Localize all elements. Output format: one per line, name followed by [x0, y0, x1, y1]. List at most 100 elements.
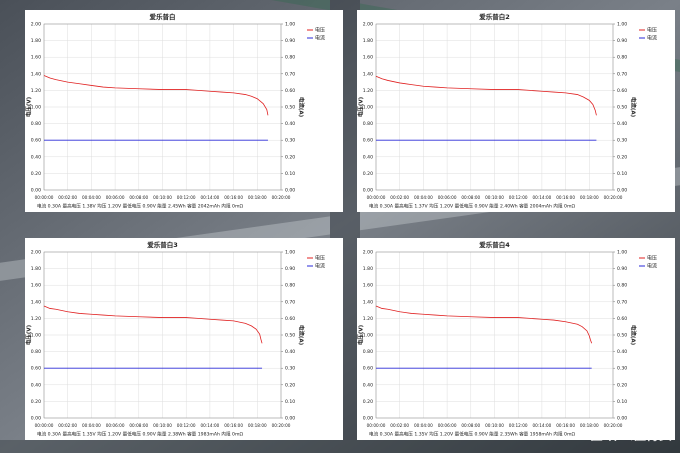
x-tick-label: 00:14:00 [200, 195, 219, 200]
panel-background [25, 10, 343, 212]
x-tick-label: 00:00:00 [367, 423, 386, 428]
x-tick-label: 00:20:00 [604, 423, 623, 428]
y2-tick-label: 0.10 [617, 171, 627, 177]
y-tick-label: 0.80 [363, 349, 373, 355]
y2-tick-label: 0.50 [285, 105, 295, 111]
plot-frame [375, 23, 614, 191]
y-tick-label: 1.20 [363, 316, 373, 322]
x-tick-label: 00:10:00 [153, 423, 172, 428]
series-line [43, 75, 269, 116]
x-tick-label: 00:04:00 [82, 423, 101, 428]
legend-label: 电压 [647, 27, 657, 34]
y2-tick-label: 0.20 [617, 154, 627, 160]
x-tick-label: 00:06:00 [106, 423, 125, 428]
x-tick-label: 00:14:00 [200, 423, 219, 428]
y-tick-label: 1.60 [31, 55, 41, 61]
x-tick-label: 00:00:00 [35, 423, 54, 428]
y-tick-label: 1.40 [31, 71, 41, 77]
y2-tick-label: 0.90 [617, 38, 627, 44]
x-tick-label: 00:18:00 [248, 423, 267, 428]
footer-stats: 电流 0.30A 最高电压 1.37V 均压 1.20V 最低电压 0.90V … [369, 203, 575, 210]
legend-label: 电流 [647, 35, 657, 42]
x-tick-label: 00:06:00 [438, 195, 457, 200]
y2-tick-label: 0.80 [285, 283, 295, 289]
y-tick-label: 0.80 [363, 121, 373, 127]
x-tick-label: 00:16:00 [556, 195, 575, 200]
y2-tick-label: 0.50 [285, 333, 295, 339]
y2-tick-label: 0.80 [285, 55, 295, 61]
x-tick-label: 00:20:00 [604, 195, 623, 200]
footer-stats: 电流 0.30A 最高电压 1.35V 均压 1.20V 最低电压 0.90V … [37, 431, 243, 438]
y2-tick-label: 0.80 [617, 55, 627, 61]
y2-tick-label: 0.60 [617, 316, 627, 322]
y-tick-label: 1.60 [31, 283, 41, 289]
chart-panel: 爱乐普白4 0.00 0.20 0.40 0.60 0.80 1.00 1.20 1.40 1.6… [357, 238, 675, 440]
x-tick-label: 00:00:00 [367, 195, 386, 200]
y2-tick-label: 0.20 [285, 382, 295, 388]
y-tick-label: 1.80 [31, 38, 41, 44]
y2-tick-label: 0.00 [617, 416, 627, 422]
x-tick-label: 00:10:00 [485, 423, 504, 428]
y-axis-title: 电压(V) [25, 324, 33, 345]
legend-label: 电流 [315, 35, 325, 42]
chart-title: 爱乐普白2 [479, 12, 510, 21]
y-tick-label: 0.60 [363, 366, 373, 372]
y2-tick-label: 0.10 [617, 399, 627, 405]
y-tick-label: 0.20 [31, 171, 41, 177]
x-tick-label: 00:02:00 [390, 195, 409, 200]
x-tick-label: 00:12:00 [177, 195, 196, 200]
y2-tick-label: 0.10 [285, 171, 295, 177]
y-tick-label: 1.80 [363, 266, 373, 272]
x-tick-label: 00:02:00 [390, 423, 409, 428]
x-tick-label: 00:18:00 [580, 195, 599, 200]
y2-tick-label: 0.90 [617, 266, 627, 272]
y2-tick-label: 0.60 [617, 88, 627, 94]
chart-panel: 爱乐普白2 0.00 0.20 0.40 0.60 0.80 1.00 1.20 1.40 1.6… [357, 10, 675, 212]
legend-label: 电流 [315, 263, 325, 270]
x-tick-label: 00:16:00 [224, 195, 243, 200]
y2-tick-label: 0.40 [285, 349, 295, 355]
y2-tick-label: 0.00 [285, 416, 295, 422]
y-tick-label: 0.40 [31, 154, 41, 160]
y2-tick-label: 0.50 [617, 105, 627, 111]
y-tick-label: 0.80 [31, 349, 41, 355]
y-tick-label: 0.20 [31, 399, 41, 405]
y2-tick-label: 0.30 [285, 366, 295, 372]
y2-tick-label: 1.00 [285, 250, 295, 256]
y2-tick-label: 1.00 [285, 22, 295, 28]
panel-background [357, 10, 675, 212]
x-tick-label: 00:08:00 [461, 195, 480, 200]
y2-tick-label: 1.00 [617, 22, 627, 28]
series-line [375, 305, 593, 344]
y-tick-label: 1.60 [363, 283, 373, 289]
x-tick-label: 00:18:00 [248, 195, 267, 200]
y2-tick-label: 1.00 [617, 250, 627, 256]
y-tick-label: 1.00 [31, 105, 41, 111]
y-tick-label: 0.40 [31, 382, 41, 388]
y-tick-label: 1.00 [363, 105, 373, 111]
y2-tick-label: 0.40 [617, 349, 627, 355]
x-tick-label: 00:16:00 [224, 423, 243, 428]
y2-tick-label: 0.20 [285, 154, 295, 160]
y2-axis-title: 电流(A) [630, 97, 638, 118]
y2-axis-title: 电流(A) [298, 325, 306, 346]
y2-tick-label: 0.00 [285, 188, 295, 194]
y-tick-label: 1.00 [31, 333, 41, 339]
x-tick-label: 00:20:00 [272, 423, 291, 428]
x-tick-label: 00:10:00 [485, 195, 504, 200]
x-tick-label: 00:20:00 [272, 195, 291, 200]
chart-title: 爱乐普白3 [147, 240, 178, 249]
y-tick-label: 0.00 [363, 188, 373, 194]
y2-tick-label: 0.70 [617, 299, 627, 305]
x-tick-label: 00:14:00 [532, 423, 551, 428]
y2-tick-label: 0.30 [617, 366, 627, 372]
footer-stats: 电流 0.30A 最高电压 1.38V 均压 1.20V 最低电压 0.90V … [37, 203, 243, 210]
chart-panel: 爱乐普白 0.00 0.20 0.40 0.60 0.80 1.00 1.20 1.40 1.60… [25, 10, 343, 212]
x-tick-label: 00:02:00 [58, 195, 77, 200]
y-tick-label: 2.00 [31, 250, 41, 256]
y-tick-label: 0.00 [31, 416, 41, 422]
x-tick-label: 00:08:00 [129, 423, 148, 428]
x-tick-label: 00:00:00 [35, 195, 54, 200]
